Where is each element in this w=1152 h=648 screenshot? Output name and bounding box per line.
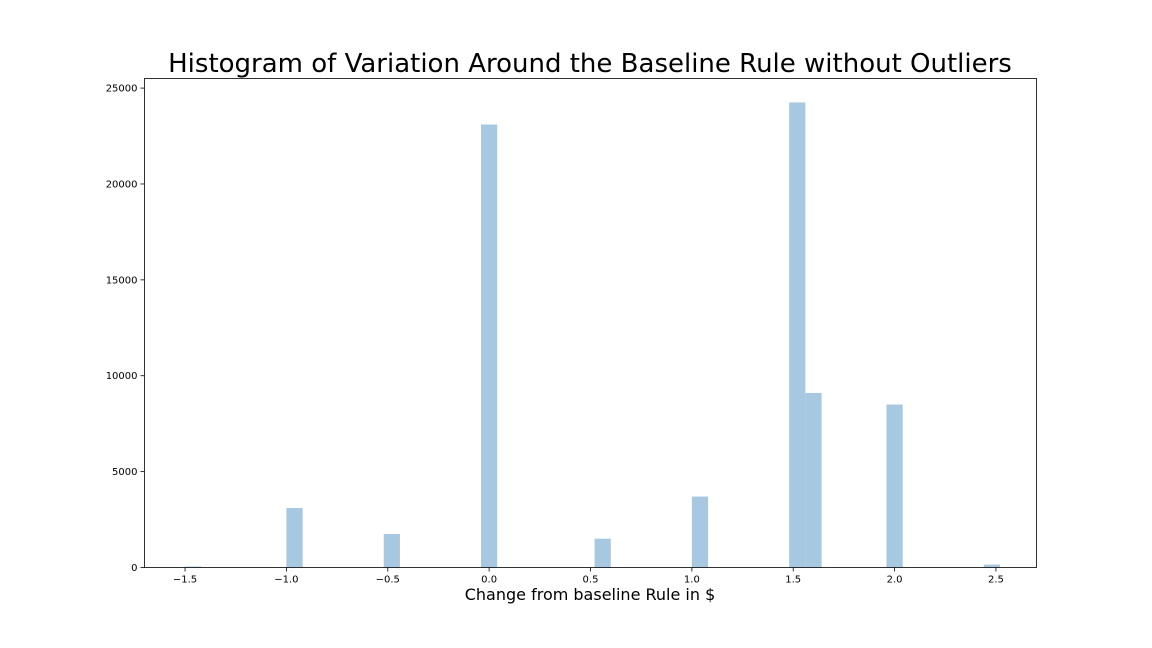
x-tick-label: 2.5: [988, 575, 1004, 586]
histogram-bar: [789, 102, 806, 568]
x-tick-label: 1.5: [785, 575, 801, 586]
y-tick-label: 20000: [106, 179, 138, 190]
y-tick-label: 0: [131, 563, 137, 574]
histogram-bar: [185, 566, 202, 568]
x-axis-ticks: −1.5 −1.0 −0.5 0.0 0.5 1.0 1.5 2.0 2.5: [173, 567, 1004, 586]
x-tick-label: −0.5: [376, 575, 400, 586]
x-tick-label: 2.0: [887, 575, 903, 586]
y-tick-label: 25000: [106, 84, 138, 95]
histogram-bar: [983, 564, 1001, 568]
histogram-bar: [691, 496, 709, 568]
x-axis-label: Change from baseline Rule in $: [465, 585, 716, 604]
histogram-bar: [383, 533, 400, 568]
histogram-bar: [805, 392, 822, 568]
x-tick-label: 0.0: [481, 575, 497, 586]
y-tick-label: 15000: [106, 275, 138, 286]
histogram-bar: [286, 508, 303, 568]
bars-group: [185, 102, 1001, 568]
x-tick-label: −1.0: [274, 575, 298, 586]
histogram-bar: [594, 538, 611, 568]
y-axis-ticks: 0 5000 10000 15000 20000 25000: [106, 84, 145, 574]
histogram-bar: [886, 404, 903, 568]
histogram-bar: [481, 124, 498, 568]
x-tick-label: −1.5: [173, 575, 197, 586]
y-tick-label: 5000: [112, 467, 137, 478]
x-tick-label: 0.5: [583, 575, 599, 586]
x-tick-label: 1.0: [684, 575, 700, 586]
chart-title: Histogram of Variation Around the Baseli…: [168, 49, 1012, 79]
y-tick-label: 10000: [106, 371, 138, 382]
